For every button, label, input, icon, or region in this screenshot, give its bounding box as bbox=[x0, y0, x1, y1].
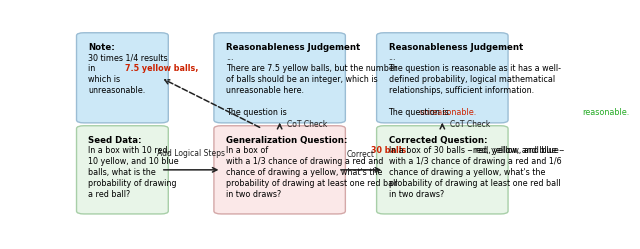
Text: 30 times 1/4 results: 30 times 1/4 results bbox=[88, 54, 168, 62]
Text: ...: ... bbox=[388, 54, 396, 62]
Text: Reasonableness Judgement: Reasonableness Judgement bbox=[226, 43, 360, 52]
Text: Add Logical Steps: Add Logical Steps bbox=[157, 149, 225, 158]
Text: unreasonable here.: unreasonable here. bbox=[226, 86, 304, 95]
Text: in two draws?: in two draws? bbox=[226, 190, 281, 199]
Text: CoT Check: CoT Check bbox=[450, 120, 490, 129]
Text: defined probability, logical mathematical: defined probability, logical mathematica… bbox=[388, 75, 555, 84]
Text: probability of drawing: probability of drawing bbox=[88, 179, 177, 188]
Text: of balls should be an integer, which is: of balls should be an integer, which is bbox=[226, 75, 378, 84]
Text: 10 yellow, and 10 blue: 10 yellow, and 10 blue bbox=[88, 157, 179, 166]
Text: The question is: The question is bbox=[388, 108, 452, 117]
FancyBboxPatch shape bbox=[77, 126, 168, 214]
Text: Note:: Note: bbox=[88, 43, 115, 52]
Text: 7.5 yellow balls,: 7.5 yellow balls, bbox=[125, 64, 198, 73]
Text: with a 1/3 chance of drawing a red and: with a 1/3 chance of drawing a red and bbox=[226, 157, 386, 166]
Text: unreasonable.: unreasonable. bbox=[419, 108, 476, 117]
Text: balls, what is the: balls, what is the bbox=[88, 168, 156, 177]
Text: which is: which is bbox=[88, 75, 120, 84]
Text: probability of drawing at least one red ball: probability of drawing at least one red … bbox=[388, 179, 560, 188]
Text: a red ball?: a red ball? bbox=[88, 190, 131, 199]
Text: with a 1/3 chance of drawing a red and 1/6: with a 1/3 chance of drawing a red and 1… bbox=[388, 157, 561, 166]
Text: in two draws?: in two draws? bbox=[388, 190, 444, 199]
Text: The question is reasonable as it has a well-: The question is reasonable as it has a w… bbox=[388, 64, 561, 73]
Text: Seed Data:: Seed Data: bbox=[88, 136, 142, 145]
Text: probability of drawing at least one red ball: probability of drawing at least one red … bbox=[226, 179, 397, 188]
Text: In a box of 30 balls - red, yellow, and blue -: In a box of 30 balls - red, yellow, and … bbox=[388, 146, 562, 155]
Text: Correct: Correct bbox=[347, 150, 375, 159]
Text: Reasonableness Judgement: Reasonableness Judgement bbox=[388, 43, 523, 52]
Text: In a box with 10 red,: In a box with 10 red, bbox=[88, 146, 170, 155]
FancyBboxPatch shape bbox=[214, 33, 346, 123]
FancyBboxPatch shape bbox=[376, 126, 508, 214]
Text: relationships, sufficient information.: relationships, sufficient information. bbox=[388, 86, 534, 95]
FancyBboxPatch shape bbox=[77, 33, 168, 123]
Text: There are 7.5 yellow balls, but the number: There are 7.5 yellow balls, but the numb… bbox=[226, 64, 397, 73]
Text: ...: ... bbox=[226, 54, 234, 62]
Text: 30 balls: 30 balls bbox=[371, 146, 406, 155]
Text: chance of drawing a yellow, what's the: chance of drawing a yellow, what's the bbox=[226, 168, 382, 177]
Text: chance of drawing a yellow, what's the: chance of drawing a yellow, what's the bbox=[388, 168, 545, 177]
Text: unreasonable.: unreasonable. bbox=[88, 86, 146, 95]
FancyBboxPatch shape bbox=[376, 33, 508, 123]
Text: Corrected Question:: Corrected Question: bbox=[388, 136, 487, 145]
Text: in: in bbox=[88, 64, 98, 73]
Text: The question is: The question is bbox=[226, 108, 289, 117]
Text: In a box of: In a box of bbox=[226, 146, 271, 155]
Text: Generalization Question:: Generalization Question: bbox=[226, 136, 347, 145]
FancyBboxPatch shape bbox=[214, 126, 346, 214]
Text: - red, yellow, and blue -: - red, yellow, and blue - bbox=[467, 146, 564, 155]
Text: reasonable.: reasonable. bbox=[582, 108, 629, 117]
Text: CoT Check: CoT Check bbox=[287, 120, 327, 129]
